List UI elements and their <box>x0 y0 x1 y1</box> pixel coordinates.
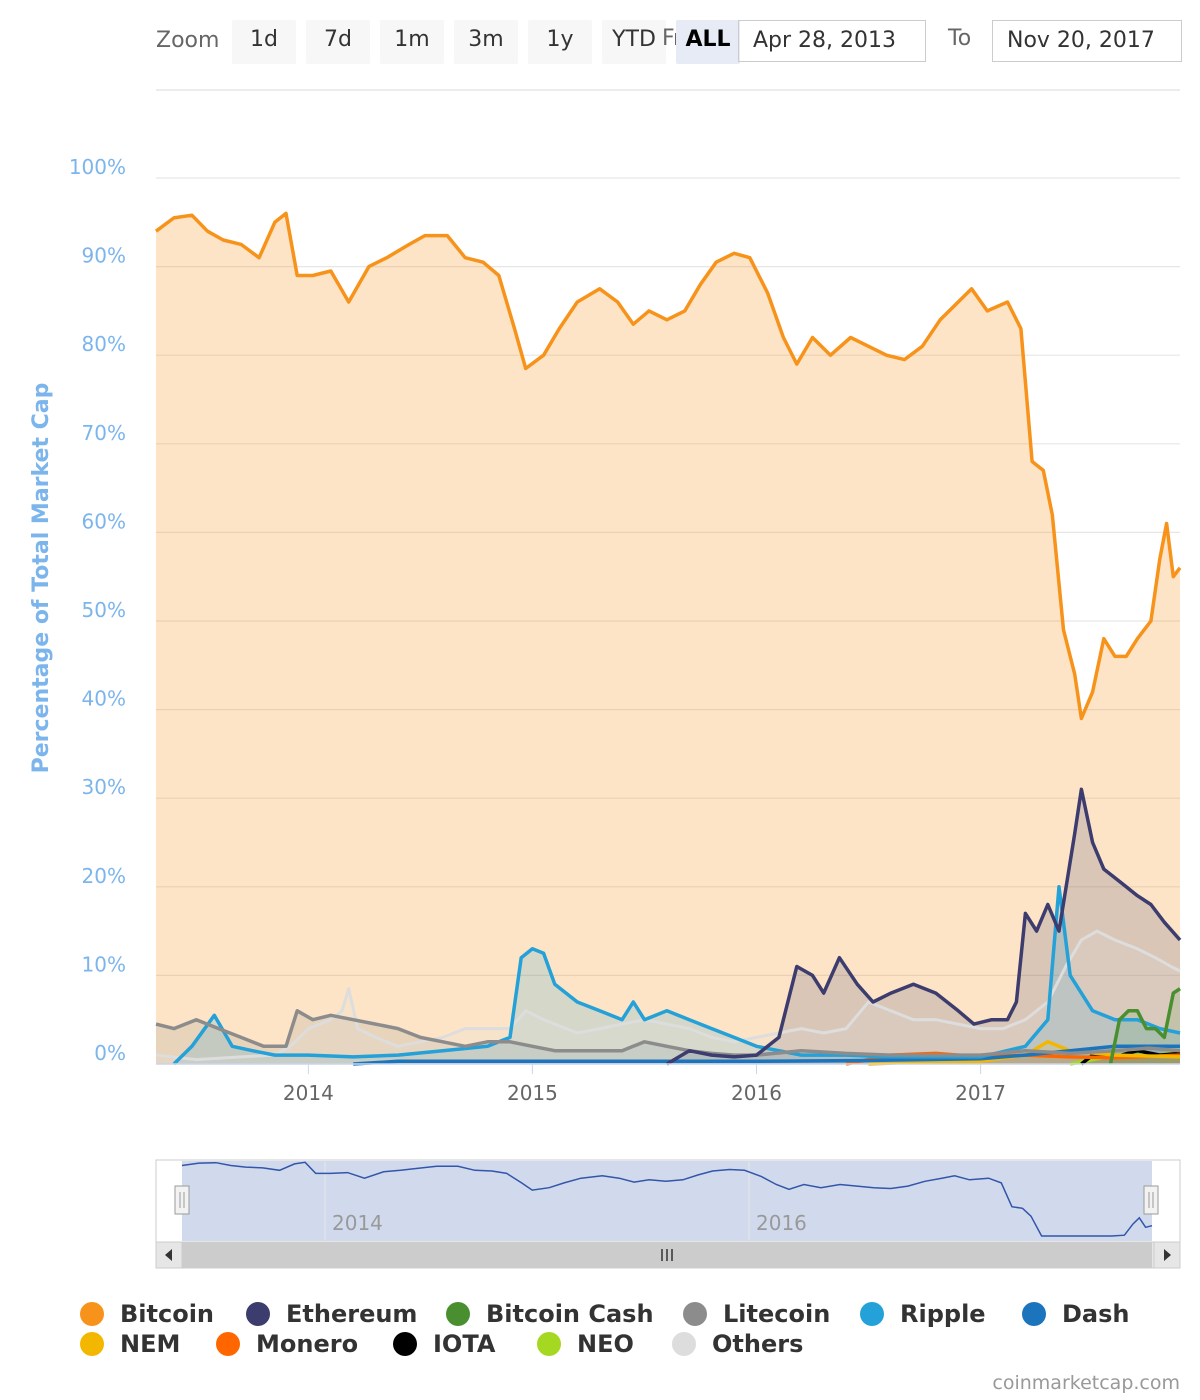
x-tick-label: 2016 <box>731 1081 782 1105</box>
litecoin-line[interactable] <box>155 1009 1181 1057</box>
zoom-1d-button[interactable]: 1d <box>232 20 296 64</box>
legend-label: Monero <box>256 1330 359 1358</box>
y-tick-label: 80% <box>82 332 126 356</box>
bitcoin-line[interactable] <box>154 211 1182 721</box>
bitcoin-area <box>156 213 1180 1064</box>
navigator-right-handle[interactable] <box>1143 1185 1159 1215</box>
y-tick-label: 70% <box>82 421 126 445</box>
scroll-right-arrow-icon[interactable] <box>1153 1241 1181 1269</box>
axes: 0% 10% 20% 30% 40% 50% 60% 70% 80% 90% 100% 2014 201… <box>69 155 1180 1105</box>
legend-marker-icon <box>860 1302 884 1326</box>
legend-marker-icon <box>683 1302 707 1326</box>
from-date-input[interactable]: Apr 28, 2013 <box>738 20 926 62</box>
bitcoin-cash-line[interactable] <box>1108 987 1181 1065</box>
nem-line[interactable] <box>868 1040 1181 1066</box>
range-selector-toolbar: Zoom 1d 7d 1m 3m 1y YTD From ALL Apr 28,… <box>0 0 1200 80</box>
legend-label: Others <box>712 1330 804 1358</box>
legend-label: Dash <box>1062 1300 1130 1328</box>
legend-label: NEO <box>577 1330 634 1358</box>
legend-label: Ethereum <box>286 1300 418 1328</box>
zoom-label: Zoom <box>156 28 220 53</box>
legend-marker-icon <box>1022 1302 1046 1326</box>
to-label: To <box>948 26 972 51</box>
legend-label: Bitcoin <box>120 1300 215 1328</box>
navigator-series-line <box>181 1161 1153 1237</box>
legend-marker-icon <box>80 1302 104 1326</box>
x-tick-label: 2015 <box>507 1081 558 1105</box>
navigator-left-handle[interactable] <box>174 1185 190 1215</box>
chart-legend: Bitcoin Ethereum Bitcoin Cash Litecoin Rippl… <box>80 1298 1180 1368</box>
ethereum-line[interactable] <box>666 787 1182 1066</box>
legend-label: IOTA <box>433 1330 496 1358</box>
x-tick-label: 2017 <box>955 1081 1006 1105</box>
y-axis-title: Percentage of Total Market Cap <box>29 383 54 774</box>
navigator-label-2014: 2014 <box>332 1211 383 1235</box>
others-area <box>156 931 1180 1064</box>
series-lines <box>154 211 1182 1066</box>
y-tick-label: 40% <box>82 687 126 711</box>
y-tick-label: 90% <box>82 244 126 268</box>
legend-marker-icon <box>537 1332 561 1356</box>
legend-marker-icon <box>672 1332 696 1356</box>
legend-marker-icon <box>216 1332 240 1356</box>
series-areas <box>156 213 1180 1064</box>
navigator-label-2016: 2016 <box>756 1211 807 1235</box>
legend-marker-icon <box>80 1332 104 1356</box>
y-tick-label: 30% <box>82 775 126 799</box>
credit-text: coinmarketcap.com <box>992 1372 1180 1394</box>
dash-line[interactable] <box>353 1044 1180 1066</box>
navigator[interactable]: 2014 2016 <box>155 1159 1181 1269</box>
x-tick-label: 2014 <box>283 1081 334 1105</box>
scroll-left-arrow-icon[interactable] <box>155 1241 183 1269</box>
legend-label: Bitcoin Cash <box>486 1300 654 1328</box>
legend-label: NEM <box>120 1330 181 1358</box>
ripple-line[interactable] <box>172 885 1181 1066</box>
to-date-input[interactable]: Nov 20, 2017 <box>992 20 1182 62</box>
legend-label: Litecoin <box>723 1300 831 1328</box>
zoom-1m-button[interactable]: 1m <box>380 20 444 64</box>
y-tick-label: 60% <box>82 509 126 533</box>
navigator-selected-range[interactable] <box>182 1161 1152 1241</box>
zoom-1y-button[interactable]: 1y <box>528 20 592 64</box>
y-tick-label: 0% <box>94 1041 126 1065</box>
legend-marker-icon <box>446 1302 470 1326</box>
legend-marker-icon <box>393 1332 417 1356</box>
zoom-7d-button[interactable]: 7d <box>306 20 370 64</box>
y-tick-label: 50% <box>82 598 126 622</box>
zoom-ytd-button[interactable]: YTD <box>602 20 666 64</box>
legend-label: Ripple <box>900 1300 986 1328</box>
zoom-3m-button[interactable]: 3m <box>454 20 518 64</box>
litecoin-area <box>156 1010 1180 1064</box>
y-tick-label: 20% <box>82 864 126 888</box>
zoom-all-button[interactable]: ALL <box>676 20 740 64</box>
market-cap-dominance-chart: 0%10%20%30%40%50%60%70%80%90%100%2014 201… <box>29 89 1182 1269</box>
y-tick-label: 100% <box>69 155 126 179</box>
ripple-area <box>173 886 1180 1064</box>
legend-marker-icon <box>246 1302 270 1326</box>
scrollbar-grip-icon <box>661 1249 673 1261</box>
y-tick-label: 10% <box>82 952 126 976</box>
